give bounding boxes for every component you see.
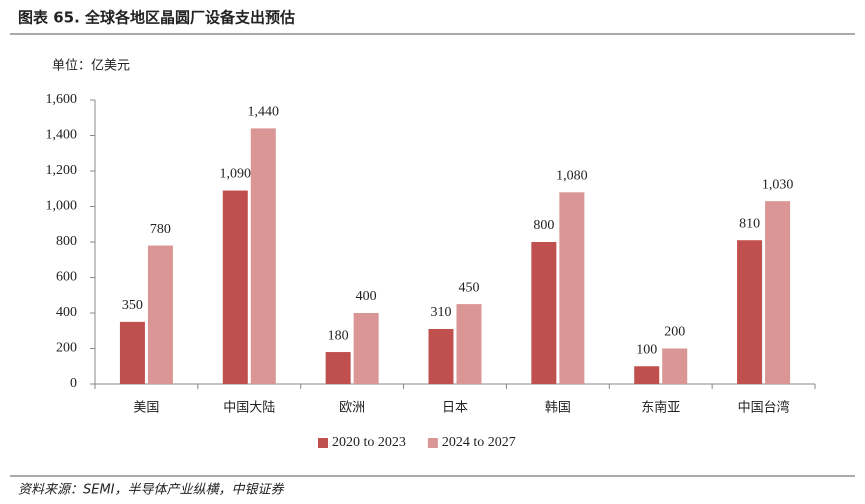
value-label: 1,440 bbox=[248, 105, 280, 120]
y-tick-label: 600 bbox=[56, 270, 77, 285]
bar bbox=[147, 245, 173, 384]
x-tick-label: 中国台湾 bbox=[738, 400, 790, 416]
value-label: 1,030 bbox=[762, 177, 794, 192]
bar bbox=[634, 366, 660, 384]
y-tick-label: 200 bbox=[56, 341, 77, 356]
legend-swatch bbox=[427, 438, 438, 448]
bar bbox=[222, 190, 248, 384]
x-tick-label: 美国 bbox=[133, 401, 159, 416]
bar bbox=[428, 328, 454, 384]
value-label: 310 bbox=[431, 305, 452, 320]
x-tick-label: 欧洲 bbox=[339, 401, 365, 416]
bar bbox=[737, 240, 763, 384]
y-tick-label: 1,000 bbox=[46, 199, 78, 214]
bar bbox=[559, 192, 585, 384]
value-label: 400 bbox=[356, 289, 377, 304]
value-label: 1,080 bbox=[556, 169, 588, 184]
y-tick-label: 800 bbox=[56, 234, 77, 249]
y-tick-label: 1,600 bbox=[46, 92, 78, 107]
x-tick-label: 日本 bbox=[442, 401, 468, 416]
x-tick-label: 韩国 bbox=[545, 401, 571, 416]
bar bbox=[531, 242, 557, 384]
value-label: 180 bbox=[328, 328, 349, 343]
bar bbox=[456, 304, 482, 384]
legend-label: 2024 to 2027 bbox=[442, 435, 516, 450]
bar bbox=[662, 348, 688, 384]
chart-title: 图表 65. 全球各地区晶圆厂设备支出预估 bbox=[18, 9, 295, 27]
x-tick-label: 中国大陆 bbox=[223, 400, 275, 416]
value-label: 200 bbox=[664, 325, 685, 340]
value-label: 1,090 bbox=[220, 167, 252, 182]
value-label: 100 bbox=[636, 342, 657, 357]
bar bbox=[250, 128, 276, 384]
source-note: 资料来源：SEMI，半导体产业纵横，中银证券 bbox=[18, 483, 285, 498]
x-tick-label: 东南亚 bbox=[641, 400, 680, 416]
y-tick-label: 0 bbox=[70, 376, 77, 391]
bar bbox=[765, 201, 791, 384]
bar bbox=[119, 321, 145, 384]
legend-label: 2020 to 2023 bbox=[332, 435, 406, 450]
bar bbox=[325, 352, 351, 384]
y-tick-label: 1,400 bbox=[46, 128, 78, 143]
value-label: 450 bbox=[459, 280, 480, 295]
value-label: 350 bbox=[122, 298, 143, 313]
value-label: 800 bbox=[533, 218, 554, 233]
value-label: 810 bbox=[739, 216, 760, 231]
unit-label: 单位：亿美元 bbox=[52, 59, 130, 74]
y-tick-label: 400 bbox=[56, 305, 77, 320]
bar bbox=[353, 313, 379, 384]
value-label: 780 bbox=[150, 222, 171, 237]
legend-swatch bbox=[318, 438, 328, 448]
y-tick-label: 1,200 bbox=[46, 163, 78, 178]
